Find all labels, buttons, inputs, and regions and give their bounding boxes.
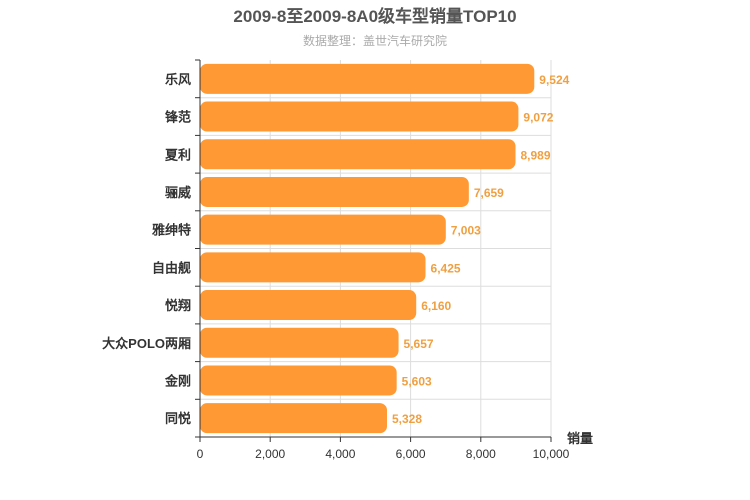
data-label: 5,603 bbox=[402, 374, 432, 388]
category-label: 自由舰 bbox=[152, 260, 191, 275]
x-tick-labels-group: 0 2,000 4,000 6,000 8,000 10,000 bbox=[197, 447, 570, 461]
bar bbox=[200, 101, 519, 132]
chart-title: 2009-8至2009-8A0级车型销量TOP10 bbox=[233, 6, 516, 26]
bar bbox=[200, 214, 446, 245]
x-tick-label: 8,000 bbox=[466, 447, 496, 461]
data-label: 6,160 bbox=[421, 299, 451, 313]
data-label: 9,524 bbox=[539, 73, 569, 87]
x-axis-label: 销量 bbox=[567, 431, 593, 446]
bars-group bbox=[200, 63, 535, 434]
bar bbox=[200, 290, 417, 321]
grid-lines bbox=[200, 60, 552, 437]
bar bbox=[200, 139, 516, 170]
data-label: 5,657 bbox=[404, 337, 434, 351]
category-label: 锋范 bbox=[165, 110, 191, 125]
x-tick-label: 0 bbox=[197, 447, 204, 461]
category-label: 大众POLO两厢 bbox=[102, 336, 191, 351]
data-label: 5,328 bbox=[392, 412, 422, 426]
bar bbox=[200, 327, 399, 358]
data-label: 7,003 bbox=[451, 224, 481, 238]
bar bbox=[200, 176, 469, 207]
x-tick-label: 2,000 bbox=[255, 447, 285, 461]
bar bbox=[200, 252, 426, 283]
data-label: 6,425 bbox=[431, 261, 461, 275]
category-label: 骊威 bbox=[165, 185, 191, 200]
bar bbox=[200, 365, 397, 396]
data-label: 9,072 bbox=[523, 111, 553, 125]
x-tick-label: 10,000 bbox=[533, 447, 570, 461]
category-label: 雅绅特 bbox=[152, 223, 191, 238]
bar bbox=[200, 63, 535, 94]
x-tick-label: 4,000 bbox=[325, 447, 355, 461]
axes bbox=[195, 59, 552, 442]
category-label: 乐风 bbox=[165, 72, 191, 87]
category-label: 金刚 bbox=[164, 373, 191, 388]
data-label: 7,659 bbox=[474, 186, 504, 200]
bar bbox=[200, 403, 388, 434]
data-labels-group: 9,524 9,072 8,989 7,659 7,003 6,425 6,160 5,657… bbox=[392, 73, 570, 426]
data-label: 8,989 bbox=[521, 148, 551, 162]
category-label: 夏利 bbox=[164, 147, 191, 162]
chart-subtitle: 数据整理：盖世汽车研究院 bbox=[303, 33, 447, 48]
category-label: 同悦 bbox=[165, 411, 191, 426]
x-tick-label: 6,000 bbox=[396, 447, 426, 461]
category-label: 悦翔 bbox=[165, 298, 191, 313]
